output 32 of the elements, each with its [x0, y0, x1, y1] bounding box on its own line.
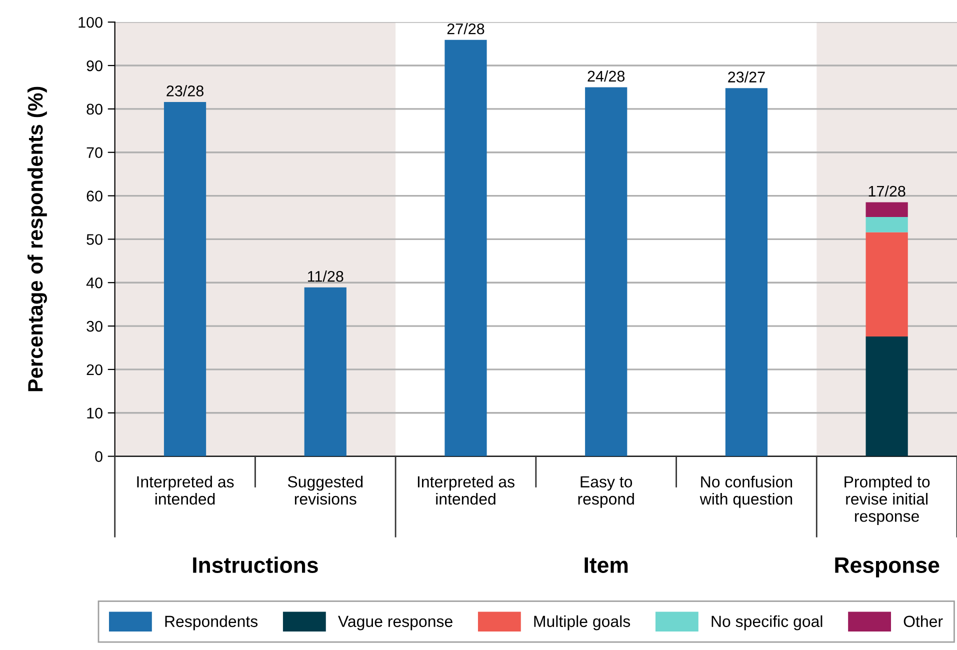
data-label: 23/27 — [728, 71, 765, 82]
data-label: 23/28 — [166, 85, 204, 96]
y-tick-label: 50 — [86, 234, 102, 245]
data-label: 17/28 — [868, 185, 906, 197]
data-label: 24/28 — [588, 70, 625, 82]
y-tick-label: 90 — [86, 60, 102, 72]
y-tick-label: 70 — [86, 147, 102, 158]
data-label: 27/28 — [447, 23, 484, 34]
legend-label: No specific goal — [712, 615, 822, 630]
x-tick-label: Prompted to revise initial response — [844, 476, 930, 526]
y-tick-label: 0 — [95, 451, 102, 462]
legend-label: Vague response — [338, 616, 452, 630]
text: Instructions — [193, 556, 318, 573]
x-tick-label: Suggested revisions — [288, 476, 363, 505]
y-tick-label: 30 — [86, 320, 102, 332]
y-tick-label: 100 — [78, 16, 102, 28]
y-tick-label: 10 — [87, 408, 102, 419]
x-tick-label: No confusion with question — [700, 476, 792, 508]
x-tick-label: Interpreted as intended — [137, 476, 234, 505]
text: Item — [584, 557, 628, 573]
y-tick-label: 80 — [86, 104, 102, 115]
y-tick-label: 60 — [86, 190, 102, 202]
legend-label: Other — [904, 615, 943, 628]
y-tick-label: 40 — [86, 277, 102, 288]
y-axis-title: Percentage of respondents (%) — [27, 86, 47, 392]
y-tick-label: 20 — [86, 364, 102, 376]
text: Response — [835, 557, 940, 578]
legend-label: Respondents — [165, 615, 258, 630]
x-tick-label: Interpreted as intended — [418, 476, 514, 505]
x-tick-label: Easy to respond — [578, 476, 634, 508]
legend-label: Multiple goals — [534, 615, 630, 630]
data-label: 11/28 — [308, 270, 344, 282]
